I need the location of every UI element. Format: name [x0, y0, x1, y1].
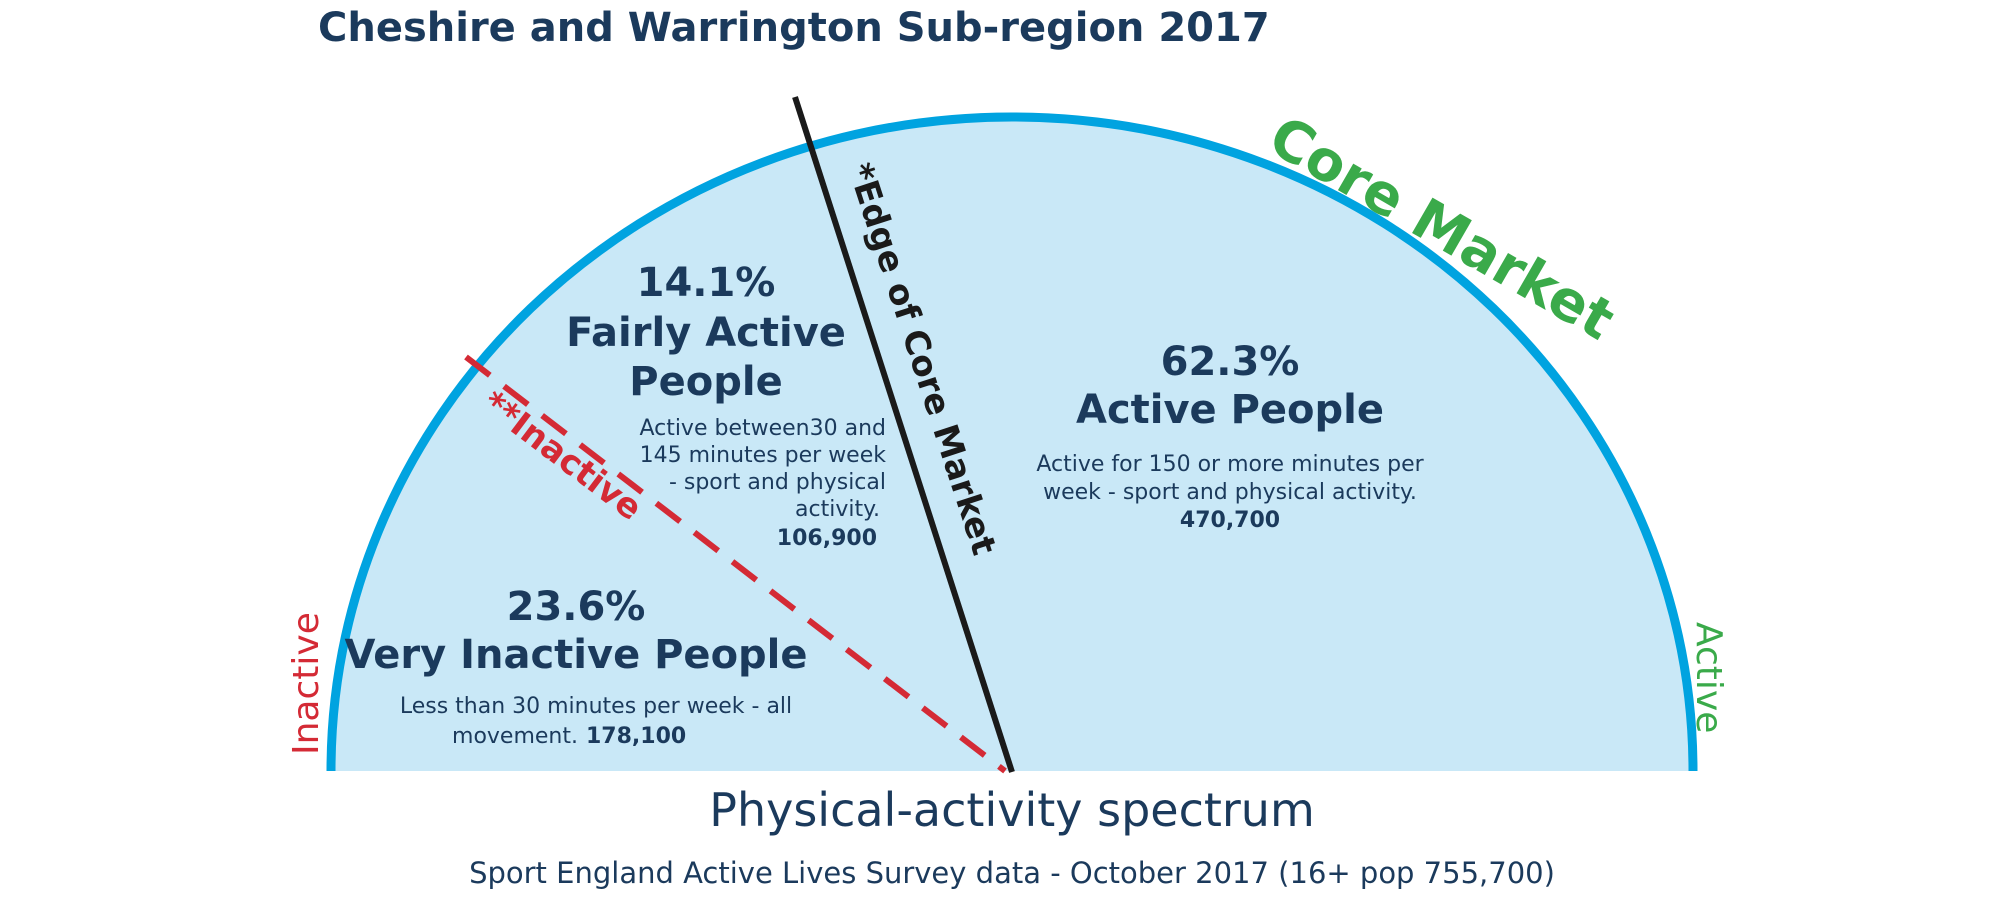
- inactive-divider-line: [464, 354, 1007, 774]
- fairly-active-count: 106,900: [777, 526, 877, 551]
- source-caption: Sport England Active Lives Survey data -…: [469, 856, 1555, 890]
- fairly-active-name-line1: Fairly Active: [566, 310, 846, 356]
- fairly-active-desc-line3: - sport and physical: [669, 470, 886, 495]
- active-desc-line1: Active for 150 or more minutes per: [1036, 452, 1424, 477]
- page-title: Cheshire and Warrington Sub-region 2017: [318, 5, 1270, 51]
- spectrum-semicircle: [331, 117, 1693, 771]
- very-inactive-percent: 23.6%: [507, 584, 646, 630]
- active-desc-line2: week - sport and physical activity.: [1043, 480, 1417, 505]
- fairly-active-percent: 14.1%: [637, 260, 776, 306]
- active-name: Active People: [1076, 387, 1384, 433]
- core-market-edge-line: [792, 96, 1015, 773]
- active-segment: 62.3% Active People Active for 150 or mo…: [1036, 339, 1424, 533]
- spectrum-outline: [326, 112, 1698, 772]
- active-percent: 62.3%: [1161, 339, 1300, 385]
- very-inactive-desc-line2: movement.: [452, 724, 578, 749]
- spectrum-title: Physical-activity spectrum: [709, 783, 1315, 837]
- fairly-active-desc-line1: Active between30 and: [639, 416, 886, 441]
- inactive-end-label: Inactive: [286, 612, 327, 755]
- very-inactive-desc-line1: Less than 30 minutes per week - all: [400, 694, 792, 719]
- very-inactive-count: 178,100: [586, 724, 686, 749]
- active-end-label: Active: [1688, 622, 1729, 733]
- fairly-active-desc-line4: activity.: [795, 497, 880, 522]
- fairly-active-segment: 14.1% Fairly Active People Active betwee…: [566, 260, 886, 551]
- very-inactive-name: Very Inactive People: [344, 632, 807, 678]
- fairly-active-desc-line2: 145 minutes per week: [640, 443, 887, 468]
- active-count: 470,700: [1180, 508, 1280, 533]
- very-inactive-segment: 23.6% Very Inactive People Less than 30 …: [344, 584, 807, 749]
- fairly-active-name-line2: People: [629, 359, 782, 405]
